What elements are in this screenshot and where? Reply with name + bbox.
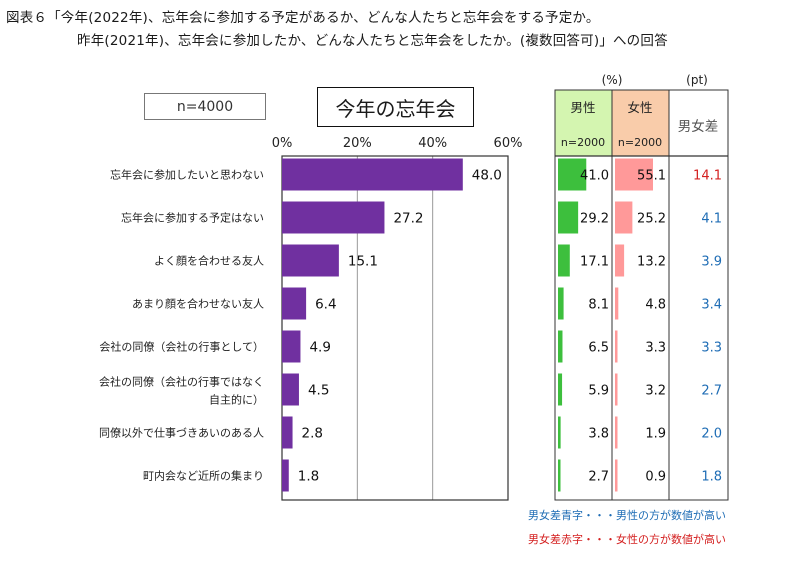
female-mini-bar [615,416,618,449]
female-mini-bar [615,287,619,320]
category-label: あまり顔を合わせない友人 [132,297,264,311]
bar [282,158,463,191]
x-tick-label: 0% [272,136,293,151]
bar-value-label: 15.1 [348,254,378,270]
male-mini-bar [558,244,570,277]
bar [282,459,289,492]
bar-value-label: 4.9 [309,340,330,356]
table-frame [554,89,729,501]
female-value: 0.9 [645,470,666,485]
diff-value: 3.4 [701,298,722,313]
male-value: 2.7 [588,470,609,485]
male-value: 41.0 [580,169,609,184]
sample-size-box: n=4000 [144,93,266,120]
diff-value: 2.0 [701,427,722,442]
x-tick-label: 40% [418,136,447,151]
diff-value: 4.1 [701,212,722,227]
male-mini-bar [558,158,587,191]
bar-value-label: 6.4 [315,297,336,313]
legend-note-red: 男女差赤字・・・女性の方が数値が高い [528,533,726,546]
diff-value: 3.9 [701,255,722,270]
bar [282,330,301,363]
figure-title-line1: 図表６「今年(2022年)、忘年会に参加する予定があるか、どんな人たちと忘年会を… [6,10,600,26]
female-value: 25.2 [637,212,666,227]
male-mini-bar [558,416,561,449]
female-sample-size: n=2000 [618,136,662,149]
diff-value: 1.8 [701,470,722,485]
legend-note-blue: 男女差青字・・・男性の方が数値が高い [528,509,726,522]
diff-value: 14.1 [693,169,722,184]
x-tick-label: 60% [494,136,523,151]
male-header: 男性 [570,100,595,115]
bar-value-label: 27.2 [393,211,423,227]
male-value: 5.9 [588,384,609,399]
female-mini-bar [615,373,618,406]
bar-value-label: 1.8 [298,469,319,485]
female-mini-bar [615,201,633,234]
bar [282,201,385,234]
diff-value: 2.7 [701,384,722,399]
category-label: 忘年会に参加する予定はない [121,211,264,225]
bar [282,287,307,320]
female-header: 女性 [627,100,652,115]
female-value: 3.2 [645,384,666,399]
unit-percent: (%) [602,73,623,87]
male-value: 8.1 [588,298,609,313]
male-value: 6.5 [588,341,609,356]
male-value: 29.2 [580,212,609,227]
chart-title: 今年の忘年会 [317,87,474,127]
category-label: 同僚以外で仕事づきあいのある人 [99,427,264,440]
female-mini-bar [615,244,625,277]
figure-title-line2: 昨年(2021年)、忘年会に参加したか、どんな人たちと忘年会をしたか。(複数回答… [77,33,668,49]
female-value: 1.9 [645,427,666,442]
category-label: 会社の同僚（会社の行事として） [99,340,264,354]
category-label: 自主的に） [209,393,264,407]
bar [282,244,339,277]
male-mini-bar [558,459,561,492]
male-header-bg [555,90,612,156]
bar-value-label: 2.8 [302,426,323,442]
female-value: 55.1 [637,169,666,184]
male-mini-bar [558,330,563,363]
male-mini-bar [558,373,563,406]
female-mini-bar [615,158,653,191]
bar-value-label: 48.0 [472,168,502,184]
female-header-bg [612,90,669,156]
female-mini-bar [615,330,618,363]
male-mini-bar [558,287,564,320]
category-label: よく顔を合わせる友人 [154,254,264,268]
male-mini-bar [558,201,579,234]
male-value: 17.1 [580,255,609,270]
female-mini-bar [615,459,618,492]
category-label: 町内会など近所の集まり [143,469,264,483]
female-value: 3.3 [645,341,666,356]
x-tick-label: 20% [343,136,372,151]
female-value: 13.2 [637,255,666,270]
bar [282,373,299,406]
category-label: 忘年会に参加したいと思わない [110,168,264,182]
male-value: 3.8 [588,427,609,442]
female-value: 4.8 [645,298,666,313]
plot-frame [281,155,509,501]
diff-value: 3.3 [701,341,722,356]
unit-points: (pt) [686,73,708,87]
category-label: 会社の同僚（会社の行事ではなく [99,375,264,389]
bar [282,416,293,449]
diff-header: 男女差 [678,118,719,135]
bar-value-label: 4.5 [308,383,329,399]
male-sample-size: n=2000 [561,136,605,149]
